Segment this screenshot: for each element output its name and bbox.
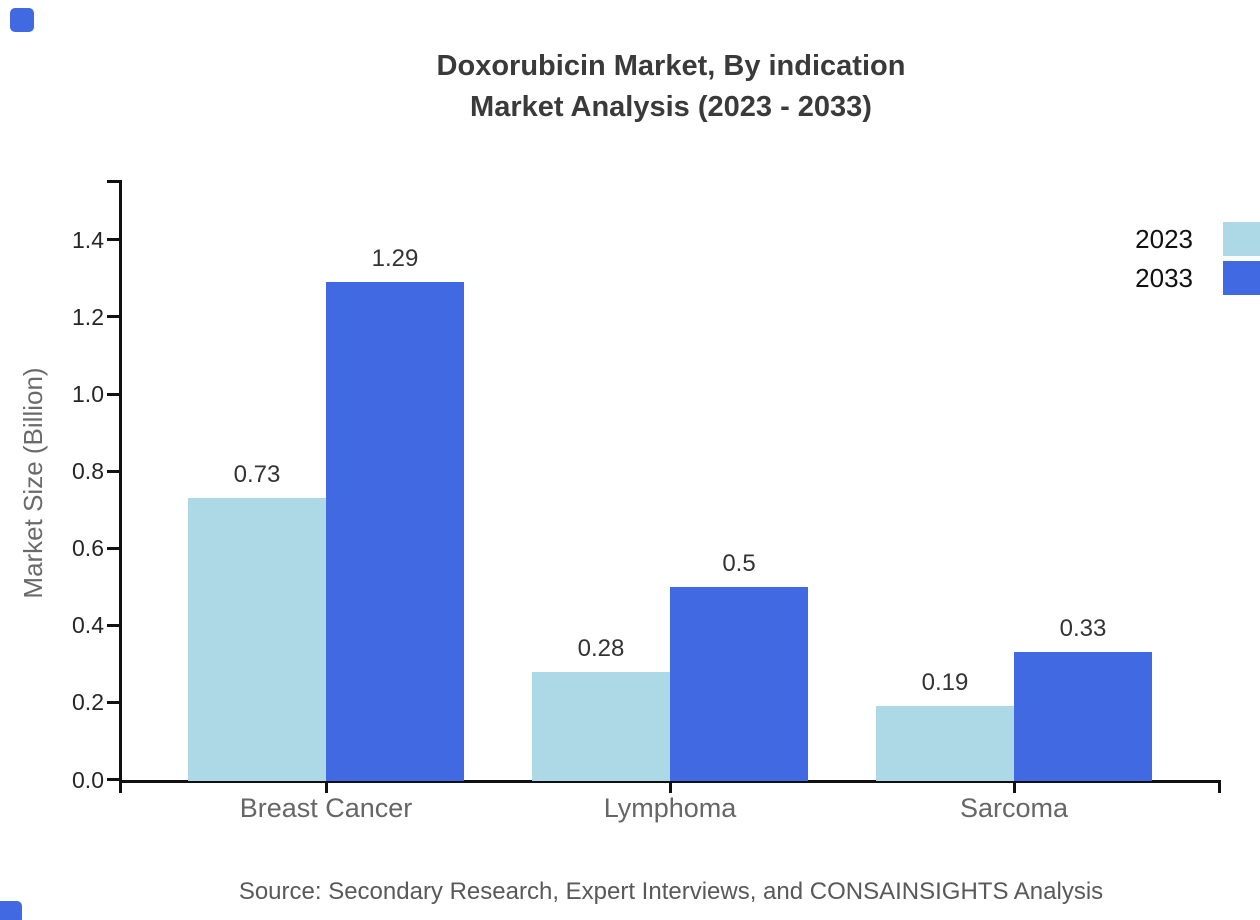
- y-axis-title: Market Size (Billion): [18, 367, 48, 599]
- brand-mark-top-left: [10, 8, 34, 32]
- y-tick-0.8: [107, 469, 120, 473]
- brand-mark-bottom-left: [0, 901, 22, 920]
- y-tick-0.6: [107, 546, 120, 550]
- y-tick-label-0.4: 0.4: [72, 612, 104, 639]
- x-axis-spine: [119, 780, 1221, 783]
- source-attribution: Source: Secondary Research, Expert Inter…: [238, 878, 1104, 905]
- x-tick-breast-cancer: [324, 783, 328, 793]
- x-category-label-lymphoma: Lymphoma: [603, 793, 737, 823]
- y-axis-top-cap: [107, 180, 120, 183]
- bar-value-label-2033-breast-cancer: 1.29: [371, 245, 419, 273]
- bar-value-label-2033-sarcoma: 0.33: [1059, 615, 1107, 643]
- bar-2033-lymphoma: [670, 586, 808, 781]
- legend-label-2033: 2033: [1135, 263, 1193, 293]
- y-tick-1.0: [107, 392, 120, 396]
- x-category-label-sarcoma: Sarcoma: [959, 793, 1069, 823]
- bar-value-label-2023-lymphoma: 0.28: [577, 634, 625, 662]
- chart-title-line2: Market Analysis (2023 - 2033): [470, 91, 872, 123]
- bar-value-label-2023-breast-cancer: 0.73: [233, 461, 281, 489]
- legend-swatch-2033: [1223, 261, 1260, 295]
- y-tick-label-0.2: 0.2: [72, 689, 104, 716]
- bar-2023-sarcoma: [876, 706, 1014, 781]
- y-tick-0.2: [107, 700, 120, 704]
- x-tick-lymphoma: [668, 783, 672, 793]
- y-tick-label-1.2: 1.2: [72, 303, 104, 330]
- y-tick-label-0.8: 0.8: [72, 458, 104, 485]
- y-tick-0.4: [107, 623, 120, 627]
- legend-label-2023: 2023: [1135, 224, 1193, 254]
- legend-swatch-2023: [1223, 222, 1260, 256]
- x-tick-sarcoma: [1012, 783, 1016, 793]
- y-tick-label-0.0: 0.0: [72, 766, 104, 793]
- x-category-label-breast-cancer: Breast Cancer: [239, 793, 413, 823]
- y-tick-label-1.0: 1.0: [72, 381, 104, 407]
- bar-2033-breast-cancer: [326, 282, 464, 781]
- bar-2033-sarcoma: [1014, 652, 1152, 781]
- bar-2023-lymphoma: [532, 671, 670, 781]
- y-tick-label-0.6: 0.6: [72, 535, 104, 562]
- x-axis-right-cap: [1218, 780, 1221, 793]
- chart-title-line1: Doxorubicin Market, By indication: [436, 50, 906, 82]
- bar-value-label-2033-lymphoma: 0.5: [722, 549, 756, 577]
- y-axis-spine: [119, 180, 122, 793]
- y-tick-label-1.4: 1.4: [72, 226, 104, 253]
- y-tick-1.4: [107, 238, 120, 242]
- bar-2023-breast-cancer: [188, 498, 326, 781]
- bar-value-label-2023-sarcoma: 0.19: [921, 669, 969, 697]
- y-tick-0.0: [107, 778, 120, 781]
- y-tick-1.2: [107, 315, 120, 319]
- chart-title: Doxorubicin Market, By indication Market…: [120, 46, 1222, 128]
